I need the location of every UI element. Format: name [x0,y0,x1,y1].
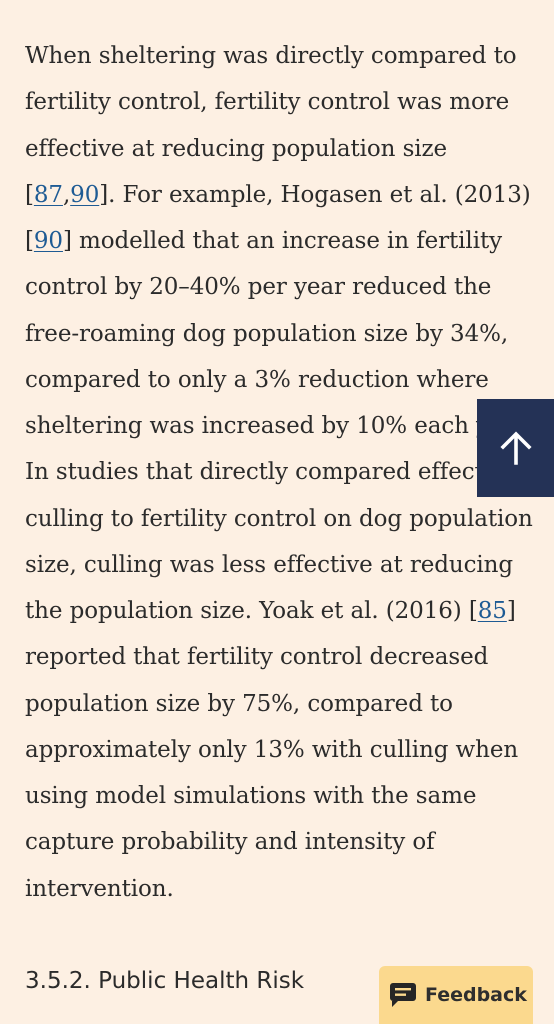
arrow-up-icon [498,430,534,466]
back-to-top-button[interactable] [477,399,554,497]
paragraph-text: ]. For example, Hogasen et al. (2013) [ [25,181,531,254]
citation-separator: , [62,181,71,208]
feedback-label: Feedback [425,984,527,1006]
paragraph-text: When sheltering was directly compared to… [25,43,517,208]
citation-link-85[interactable]: 85 [477,598,507,624]
section-heading: 3.5.2. Public Health Risk [25,968,305,994]
citation-link-87[interactable]: 87 [33,181,63,208]
citation-link-90[interactable]: 90 [70,181,100,208]
article-paragraph: When sheltering was directly compared to… [25,33,540,912]
chat-bubble-icon [389,982,417,1008]
feedback-button[interactable]: Feedback [379,966,533,1024]
citation-link-90[interactable]: 90 [33,228,63,254]
paragraph-text: ] modelled that an increase in fertility… [25,228,533,624]
paragraph-text: ] reported that fertility control decrea… [25,598,519,902]
